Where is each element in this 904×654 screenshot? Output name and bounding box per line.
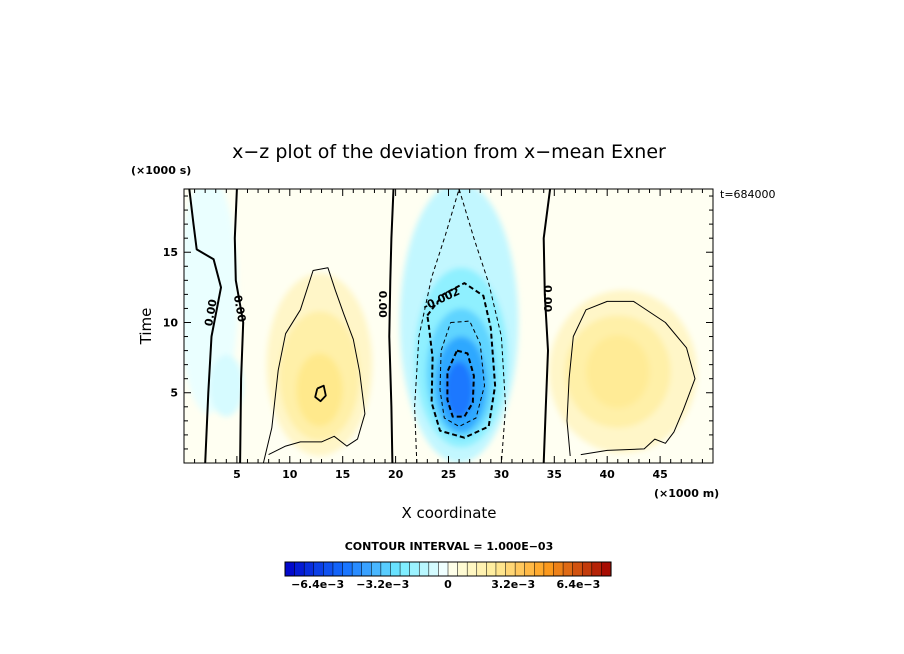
colorbar-bin xyxy=(562,561,574,577)
colorbar-bin xyxy=(495,561,507,577)
colorbar-bin xyxy=(323,561,334,577)
field-region-7 xyxy=(209,354,244,417)
field-region-5 xyxy=(586,335,650,409)
contour-small-loop xyxy=(314,384,327,403)
field-region-2 xyxy=(296,353,343,427)
contour-dashed-core xyxy=(446,349,475,418)
contour-zero-3 xyxy=(388,189,395,463)
colorbar-bin xyxy=(294,561,305,577)
colorbar-bin xyxy=(534,561,545,577)
colorbar-tick-label: 3.2e−3 xyxy=(491,578,535,591)
colorbar-bin xyxy=(409,561,420,577)
colorbar-bin xyxy=(543,561,555,577)
contour-label-0: 0.00 xyxy=(202,298,220,327)
colorbar-bin xyxy=(447,561,459,577)
y-tick-label: 15 xyxy=(163,246,178,259)
colorbar-bin xyxy=(466,561,478,577)
colorbar-bin xyxy=(332,561,344,577)
contour-pos-right xyxy=(566,300,696,457)
colorbar-bin xyxy=(380,561,392,577)
colorbar-bin xyxy=(581,561,593,577)
colorbar-bin xyxy=(342,561,353,577)
colorbar: −6.4e−3 −3.2e−3 0 3.2e−3 6.4e−3 xyxy=(284,561,612,591)
colorbar-tick-label: −3.2e−3 xyxy=(356,578,409,591)
colorbar-bin xyxy=(303,561,315,577)
colorbar-bin xyxy=(313,561,324,577)
contour-dashed-inner xyxy=(439,320,485,427)
colorbar-bin xyxy=(591,561,602,577)
x-tick-label: 15 xyxy=(335,468,350,481)
y-axis-label: Time xyxy=(137,308,155,346)
contour-label-2: 0.00 xyxy=(376,291,389,318)
colorbar-bin xyxy=(399,561,411,577)
colorbar-bin xyxy=(524,561,535,577)
contour-pos-left xyxy=(262,267,366,463)
contour-label-1: 0.00 xyxy=(231,294,249,323)
colorbar-bin xyxy=(418,561,430,577)
colorbar-bin xyxy=(553,561,564,577)
contour-interval-text: CONTOUR INTERVAL = 1.000E−03 xyxy=(345,540,554,553)
y-units-label: (×1000 s) xyxy=(131,164,191,177)
colorbar-bin xyxy=(572,561,583,577)
heatmap-field: 0.00 0.00 0.00 -0.002 0.00 xyxy=(184,189,713,463)
x-tick-label: 45 xyxy=(652,468,667,481)
contour-zero-2 xyxy=(233,189,245,463)
colorbar-bin xyxy=(505,561,516,577)
colorbar-bin xyxy=(476,561,487,577)
contour-dashed-002 xyxy=(426,282,497,439)
x-tick-label: 25 xyxy=(441,468,456,481)
x-tick-label: 40 xyxy=(600,468,616,481)
colorbar-bin xyxy=(438,561,449,577)
y-tick-label: 5 xyxy=(170,387,178,400)
y-tick-label: 10 xyxy=(163,316,179,329)
colorbar-bin xyxy=(371,561,382,577)
colorbar-bin xyxy=(284,561,296,577)
x-tick-label: 5 xyxy=(233,468,241,481)
contour-label-4: 0.00 xyxy=(541,285,554,312)
x-tick-label: 10 xyxy=(282,468,298,481)
colorbar-bin xyxy=(457,561,468,577)
colorbar-tick-label: −6.4e−3 xyxy=(291,578,344,591)
colorbar-bin xyxy=(390,561,401,577)
colorbar-bin xyxy=(514,561,526,577)
x-units-label: (×1000 m) xyxy=(654,487,719,500)
x-axis-label: X coordinate xyxy=(401,504,496,522)
x-tick-label: 35 xyxy=(547,468,562,481)
colorbar-tick-label: 6.4e−3 xyxy=(556,578,600,591)
colorbar-bin xyxy=(361,561,372,577)
x-tick-label: 30 xyxy=(494,468,510,481)
contour-zero-1 xyxy=(188,189,222,463)
colorbar-bin xyxy=(486,561,497,577)
x-tick-label: 20 xyxy=(388,468,404,481)
colorbar-bin xyxy=(428,561,439,577)
chart-title: x−z plot of the deviation from x−mean Ex… xyxy=(232,141,666,163)
field-region-12 xyxy=(445,361,473,419)
colorbar-bin xyxy=(351,561,363,577)
contour-zero-4 xyxy=(542,189,552,463)
colorbar-bin xyxy=(601,561,612,577)
colorbar-tick-label: 0 xyxy=(444,578,452,591)
time-stamp: t=684000 xyxy=(720,188,776,201)
contour-dashed-outer xyxy=(414,189,507,463)
